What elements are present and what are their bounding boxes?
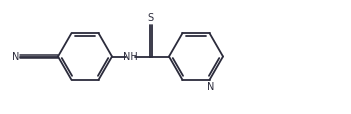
Text: N: N xyxy=(207,81,214,91)
Text: S: S xyxy=(147,13,153,23)
Text: NH: NH xyxy=(122,52,137,62)
Text: N: N xyxy=(12,52,19,62)
